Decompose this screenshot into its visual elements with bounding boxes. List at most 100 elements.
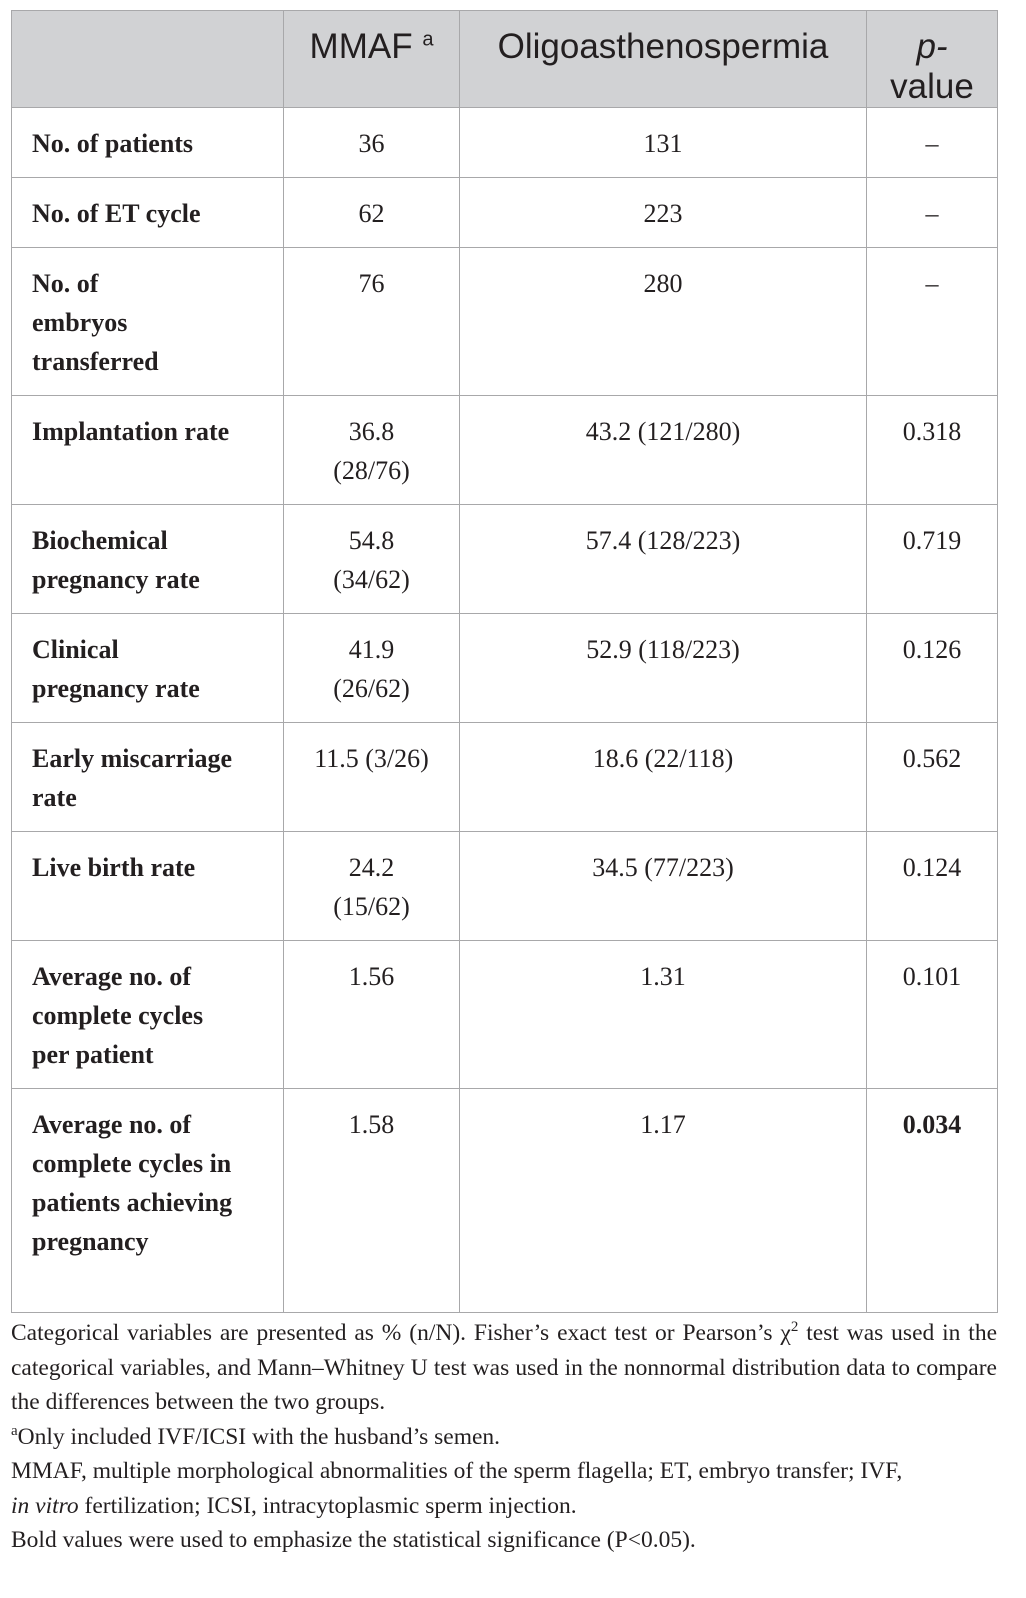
row-label-text: Early miscarriage rate <box>32 744 232 812</box>
cell-mmaf: 11.5 (3/26) <box>283 722 460 832</box>
row-label: Early miscarriage rate <box>11 722 284 832</box>
cell-p-value: 0.034 <box>866 1088 998 1313</box>
footnote-abbreviations-part1: MMAF, multiple morphological abnormaliti… <box>11 1458 903 1484</box>
table-row: No. of ET cycle 62 223 – <box>11 177 998 248</box>
cell-oligoasthenospermia-text: 280 <box>643 269 683 298</box>
table-row: No. of patients 36 131 – <box>11 107 998 178</box>
cell-oligoasthenospermia-text: 57.4 (128/223) <box>585 526 741 555</box>
row-label: No. of embryos transferred <box>11 247 284 396</box>
table-row: No. of embryos transferred 76 280 – <box>11 247 998 396</box>
header-p-value: p-value <box>866 10 998 108</box>
row-label-text: Average no. of complete cycles in patien… <box>32 1110 233 1256</box>
table-row: Live birth rate 24.2 (15/62) 34.5 (77/223)… <box>11 831 998 941</box>
cell-p-value-text: 0.124 <box>902 853 962 882</box>
table-row: Biochemical pregnancy rate 54.8 (34/62) 57… <box>11 504 998 614</box>
results-table: MMAF a Oligoasthenospermia p-value No. o… <box>11 10 998 1313</box>
cell-oligoasthenospermia: 43.2 (121/280) <box>459 395 867 505</box>
cell-oligoasthenospermia: 57.4 (128/223) <box>459 504 867 614</box>
cell-p-value-text: 0.034 <box>902 1110 962 1139</box>
row-label-text: Implantation rate <box>32 417 230 446</box>
cell-oligoasthenospermia-text: 1.17 <box>640 1110 686 1139</box>
cell-mmaf-text: 36.8 (28/76) <box>333 417 410 485</box>
row-label: Live birth rate <box>11 831 284 941</box>
header-mmaf-label: MMAF <box>309 27 413 66</box>
footnote-bold-values: Bold values were used to emphasize the s… <box>11 1527 696 1553</box>
row-label-text: Live birth rate <box>32 853 196 882</box>
cell-mmaf: 76 <box>283 247 460 396</box>
cell-oligoasthenospermia-text: 52.9 (118/223) <box>586 635 740 664</box>
row-label: Implantation rate <box>11 395 284 505</box>
table-row: Average no. of complete cycles in patien… <box>11 1088 998 1313</box>
row-label-text: No. of ET cycle <box>32 199 201 228</box>
row-label-text: Biochemical pregnancy rate <box>32 526 200 594</box>
row-label-text: Clinical pregnancy rate <box>32 635 200 703</box>
cell-mmaf: 41.9 (26/62) <box>283 613 460 723</box>
cell-mmaf-text: 11.5 (3/26) <box>314 744 429 773</box>
footnote-statistics-part1: Categorical variables are presented as %… <box>11 1320 791 1346</box>
header-p-value-italic: p- <box>916 27 948 66</box>
cell-p-value: 0.101 <box>866 940 998 1089</box>
cell-p-value: 0.719 <box>866 504 998 614</box>
cell-mmaf-text: 41.9 (26/62) <box>333 635 410 703</box>
cell-oligoasthenospermia: 223 <box>459 177 867 248</box>
row-label: Biochemical pregnancy rate <box>11 504 284 614</box>
cell-oligoasthenospermia-text: 1.31 <box>640 962 686 991</box>
row-label: Average no. of complete cycles per patie… <box>11 940 284 1089</box>
cell-p-value: 0.124 <box>866 831 998 941</box>
footnote-abbreviations: MMAF, multiple morphological abnormaliti… <box>11 1454 997 1523</box>
table-row: Early miscarriage rate 11.5 (3/26) 18.6 (2… <box>11 722 998 832</box>
cell-p-value-text: – <box>925 199 939 228</box>
cell-oligoasthenospermia: 52.9 (118/223) <box>459 613 867 723</box>
cell-oligoasthenospermia: 18.6 (22/118) <box>459 722 867 832</box>
header-oligoasthenospermia: Oligoasthenospermia <box>459 10 867 108</box>
row-label: No. of ET cycle <box>11 177 284 248</box>
row-label: No. of patients <box>11 107 284 178</box>
row-label-text: No. of patients <box>32 129 194 158</box>
cell-mmaf-text: 1.56 <box>348 962 395 991</box>
cell-mmaf: 62 <box>283 177 460 248</box>
cell-oligoasthenospermia-text: 131 <box>643 129 683 158</box>
header-p-value-rest: value <box>890 67 974 106</box>
cell-oligoasthenospermia: 1.17 <box>459 1088 867 1313</box>
cell-mmaf-text: 62 <box>358 199 385 228</box>
cell-oligoasthenospermia: 280 <box>459 247 867 396</box>
cell-oligoasthenospermia-text: 34.5 (77/223) <box>592 853 734 882</box>
table-row: Implantation rate 36.8 (28/76) 43.2 (121/2… <box>11 395 998 505</box>
row-label: Average no. of complete cycles in patien… <box>11 1088 284 1313</box>
cell-mmaf: 36.8 (28/76) <box>283 395 460 505</box>
cell-p-value-text: – <box>925 129 939 158</box>
table-header: MMAF a Oligoasthenospermia p-value <box>11 10 998 108</box>
cell-p-value: 0.562 <box>866 722 998 832</box>
cell-mmaf: 24.2 (15/62) <box>283 831 460 941</box>
cell-oligoasthenospermia: 1.31 <box>459 940 867 1089</box>
footnote-statistics: Categorical variables are presented as %… <box>11 1316 997 1420</box>
cell-p-value-text: – <box>925 269 939 298</box>
cell-mmaf-text: 24.2 (15/62) <box>333 853 410 921</box>
row-label: Clinical pregnancy rate <box>11 613 284 723</box>
header-row: MMAF a Oligoasthenospermia p-value <box>11 10 998 108</box>
footnote-chi-square-superscript: 2 <box>790 1319 799 1336</box>
cell-p-value-text: 0.318 <box>902 417 962 446</box>
cell-mmaf-text: 36 <box>358 129 385 158</box>
header-mmaf-footnote-marker: a <box>422 28 434 51</box>
cell-oligoasthenospermia-text: 18.6 (22/118) <box>592 744 734 773</box>
cell-mmaf-text: 76 <box>358 269 385 298</box>
cell-p-value-text: 0.719 <box>902 526 962 555</box>
cell-mmaf: 1.56 <box>283 940 460 1089</box>
cell-mmaf-text: 1.58 <box>348 1110 395 1139</box>
cell-p-value: – <box>866 107 998 178</box>
header-empty-cell <box>11 10 284 108</box>
cell-p-value: 0.318 <box>866 395 998 505</box>
cell-p-value-text: 0.101 <box>902 962 962 991</box>
footnote-abbreviations-part2: fertilization; ICSI, intracytoplasmic sp… <box>78 1492 577 1519</box>
cell-p-value: – <box>866 177 998 248</box>
cell-p-value-text: 0.562 <box>902 744 962 773</box>
cell-mmaf: 1.58 <box>283 1088 460 1313</box>
cell-p-value: – <box>866 247 998 396</box>
row-label-text: No. of embryos transferred <box>32 269 159 376</box>
cell-oligoasthenospermia: 131 <box>459 107 867 178</box>
cell-mmaf-text: 54.8 (34/62) <box>333 526 410 594</box>
table-footnotes: Categorical variables are presented as %… <box>11 1316 997 1558</box>
cell-p-value: 0.126 <box>866 613 998 723</box>
footnote-a-marker: a <box>11 1422 18 1439</box>
